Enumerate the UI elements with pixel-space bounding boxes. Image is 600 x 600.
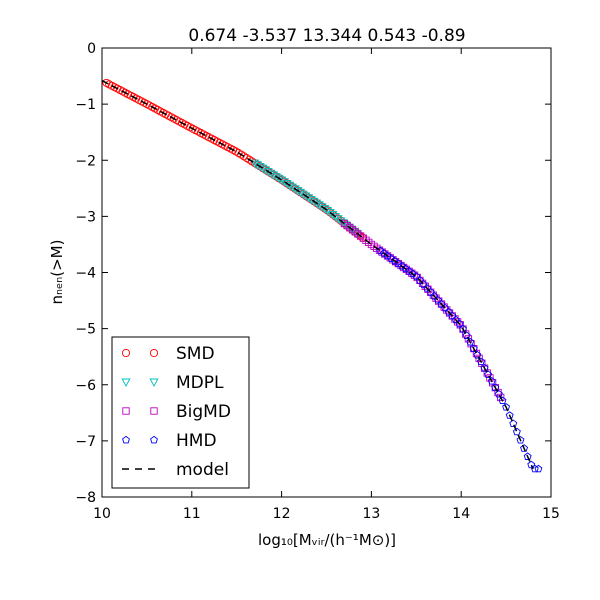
marker-bigmd (351, 228, 359, 236)
y-tick-label: −2 (75, 153, 96, 169)
model-line (101, 79, 534, 470)
marker-hmd (459, 324, 467, 333)
marker-hmd (480, 363, 489, 372)
marker-hmd (469, 344, 478, 352)
marker-bigmd (340, 219, 349, 228)
legend-label: model (176, 460, 229, 480)
marker-hmd (523, 452, 532, 460)
y-tick-label: 0 (87, 41, 96, 57)
y-tick-label: −6 (75, 378, 96, 394)
x-tick-labels: 10 11 12 13 14 15 (93, 506, 560, 522)
marker-hmd (397, 262, 406, 270)
marker-mdpl (330, 213, 341, 222)
legend-label: BigMD (176, 402, 231, 422)
x-axis-label: log₁₀[Mᵥᵢᵣ/(h⁻¹M⊙)] (258, 531, 396, 549)
marker-hmd (516, 435, 525, 444)
marker-hmd (494, 390, 503, 398)
marker-bigmd (373, 244, 381, 252)
legend-swatch-mdpl (121, 378, 131, 387)
legend-label: HMD (176, 431, 217, 451)
marker-mdpl (325, 208, 335, 218)
marker-hmd (462, 331, 471, 339)
x-tick-label: 13 (362, 506, 380, 522)
marker-bigmd (370, 242, 378, 251)
marker-mdpl (333, 215, 343, 224)
marker-hmd (491, 383, 500, 392)
marker-hmd (473, 350, 482, 359)
marker-hmd (466, 337, 475, 346)
marker-mdpl (336, 217, 346, 226)
legend-swatch-smd (121, 348, 131, 358)
marker-bigmd (365, 238, 373, 246)
x-tick-label: 14 (452, 506, 470, 522)
legend-item-model: model (122, 460, 229, 480)
legend-label: MDPL (176, 373, 224, 393)
marker-hmd (405, 267, 414, 275)
marker-bigmd (354, 230, 362, 238)
y-tick-label: −7 (75, 434, 96, 450)
x-tick-label: 12 (273, 506, 291, 522)
legend-swatch-hmd (150, 435, 158, 444)
marker-bigmd (356, 232, 365, 240)
marker-hmd (534, 464, 543, 473)
legend-swatch-mdpl (149, 378, 159, 387)
marker-hmd (498, 396, 507, 405)
marker-hmd (509, 419, 518, 428)
chart-title: 0.674 -3.537 13.344 0.543 -0.89 (188, 26, 465, 46)
marker-hmd (387, 254, 396, 262)
marker-bigmd (359, 234, 367, 242)
marker-hmd (505, 411, 514, 419)
marker-mdpl (328, 211, 338, 220)
x-tick-label: 10 (93, 506, 111, 522)
legend-item-bigmd: BigMD (122, 402, 231, 422)
marker-hmd (502, 403, 511, 411)
marker-bigmd (362, 236, 370, 244)
legend-swatch-hmd (122, 435, 130, 444)
marker-bigmd (346, 224, 354, 232)
marker-hmd (477, 357, 485, 365)
x-tick-label: 11 (183, 506, 201, 522)
x-tick-label: 15 (542, 506, 560, 522)
legend-label: SMD (176, 344, 215, 364)
marker-hmd (512, 427, 521, 436)
marker-hmd (455, 319, 464, 328)
legend-item-hmd: HMD (122, 431, 217, 451)
marker-hmd (380, 249, 388, 257)
y-tick-label: −5 (75, 322, 96, 338)
y-tick-label: −4 (75, 266, 96, 282)
y-axis-label: nₙₑₙ(>M) (48, 240, 66, 305)
marker-hmd (520, 444, 529, 452)
marker-bigmd (348, 226, 357, 234)
marker-bigmd (343, 221, 351, 230)
marker-hmd (484, 370, 493, 379)
marker-bigmd (367, 240, 376, 249)
legend-frame (111, 336, 250, 489)
legend-swatch-bigmd (150, 407, 158, 415)
marker-hmd (487, 377, 496, 385)
marker-mdpl (322, 206, 332, 216)
legend-item-mdpl: MDPL (121, 373, 224, 393)
y-tick-labels: 0 −1 −2 −3 −4 −5 −6 −7 −8 (75, 41, 96, 506)
legend-swatch-smd (149, 348, 159, 358)
axis-ticks (101, 47, 552, 498)
legend-swatch-bigmd (122, 407, 130, 415)
y-tick-label: −8 (75, 490, 96, 506)
legend: SMD MDPL BigMD HMD model (111, 336, 250, 489)
y-tick-label: −1 (75, 97, 96, 113)
y-tick-label: −3 (75, 209, 96, 225)
legend-item-smd: SMD (121, 344, 215, 364)
